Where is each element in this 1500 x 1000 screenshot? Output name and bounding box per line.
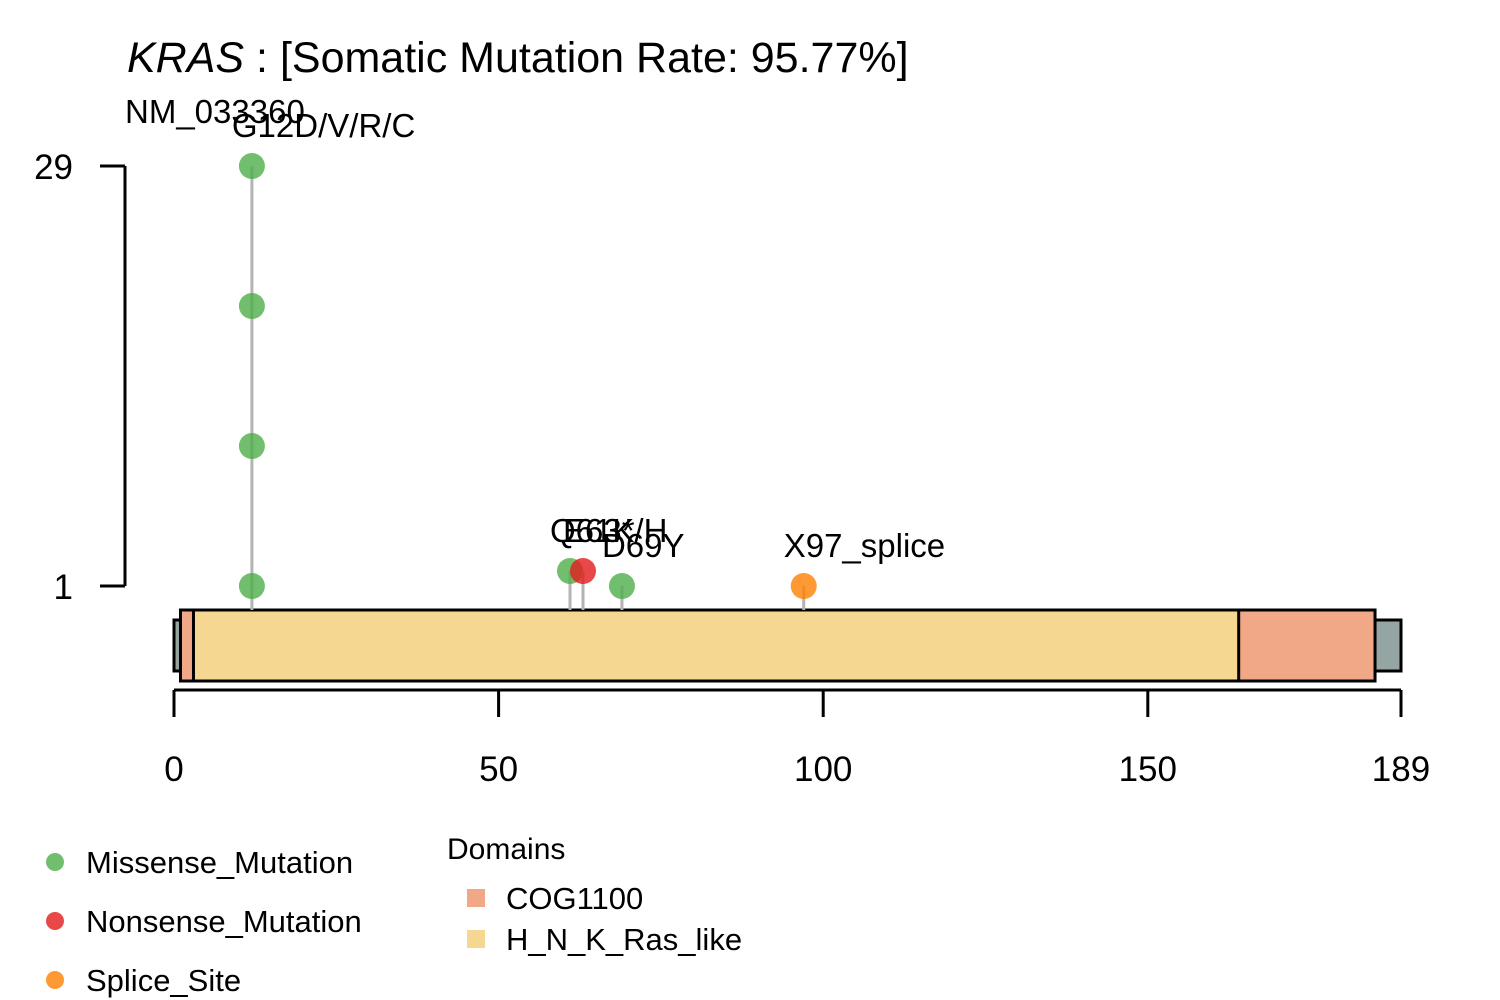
mutation-label-d69y: D69Y — [602, 527, 685, 564]
mutation-label-e63: E63* — [563, 512, 635, 549]
legend-variants: Missense_Mutation Nonsense_Mutation Splice… — [46, 845, 362, 998]
legend-swatch-cog1100 — [467, 889, 485, 907]
lollipop-point-g12d-v-r-c — [238, 153, 265, 179]
transcript-label: NM_033360 — [125, 93, 305, 130]
lollipop-point-g12d-v-r-c — [238, 293, 265, 319]
legend-label-missense-mutation: Missense_Mutation — [86, 845, 353, 880]
legend-domains-title: Domains — [447, 833, 565, 866]
lollipop-point-g12d-v-r-c — [238, 433, 265, 459]
x-tick-label: 189 — [1372, 750, 1430, 789]
legend-point-splice-site — [46, 971, 64, 989]
lollipop-point-e63 — [570, 558, 596, 584]
legend-label-h-n-k-ras-like: H_N_K_Ras_like — [506, 922, 742, 957]
mutation-label-x97-splice: X97_splice — [784, 527, 945, 564]
lollipop-point-x97-splice — [790, 573, 817, 599]
y-tick-label: 1 — [54, 568, 73, 607]
legend-point-nonsense-mutation — [46, 912, 64, 930]
legend-label-nonsense-mutation: Nonsense_Mutation — [86, 904, 362, 939]
lollipop-point-d69y — [608, 573, 635, 599]
x-tick-label: 150 — [1119, 750, 1177, 789]
plot-title: KRAS : [Somatic Mutation Rate: 95.77%] — [127, 34, 909, 82]
legend-label-splice-site: Splice_Site — [86, 963, 241, 998]
domain-h-n-k-ras-like — [191, 608, 1241, 683]
y-axis: 1 29 — [34, 148, 127, 607]
mutation-label-g12d-v-r-c: G12D/V/R/C — [232, 107, 415, 144]
x-tick-label: 100 — [794, 750, 852, 789]
y-tick-label: 29 — [34, 148, 73, 187]
x-tick-label: 50 — [479, 750, 518, 789]
x-axis: 0 50 100 150 189 — [164, 688, 1430, 789]
title-rest: : [Somatic Mutation Rate: 95.77%] — [244, 34, 908, 82]
legend-domains: Domains COG1100 H_N_K_Ras_like — [447, 833, 742, 957]
mutation-label-q61k-h: Q61K/H — [550, 512, 667, 549]
lollipop-point-g12d-v-r-c — [238, 573, 265, 599]
protein-track — [172, 608, 1403, 683]
legend-point-missense-mutation — [46, 853, 64, 871]
legend-swatch-h-n-k-ras-like — [467, 930, 485, 948]
title-gene: KRAS — [127, 34, 244, 82]
x-tick-label: 0 — [164, 750, 183, 789]
legend-label-cog1100: COG1100 — [506, 881, 643, 916]
